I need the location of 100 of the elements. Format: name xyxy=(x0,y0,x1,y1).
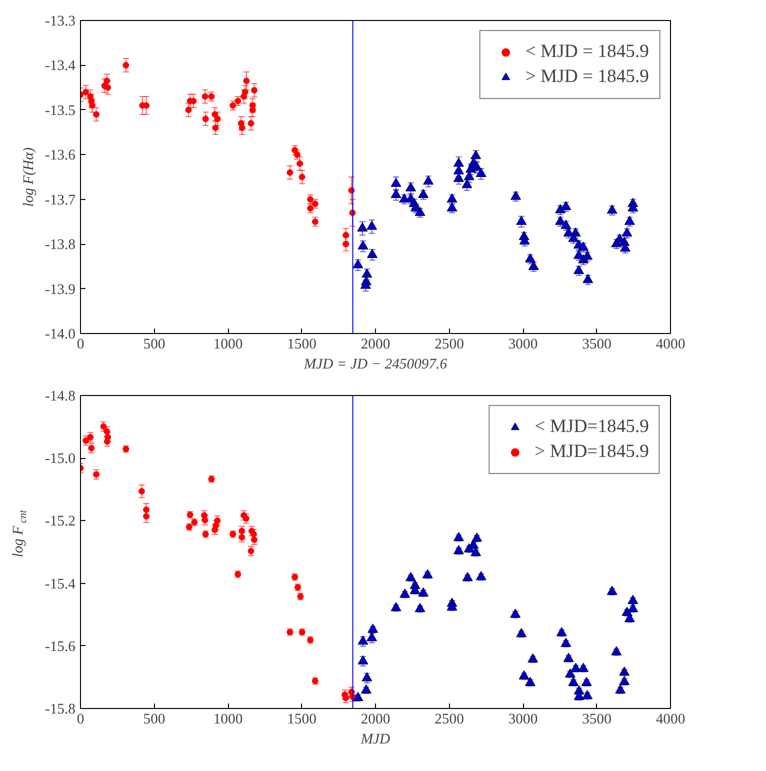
y-tick-label: -15.8 xyxy=(44,702,76,718)
x-tick-label: 500 xyxy=(143,336,166,352)
x-tick-label: 1500 xyxy=(287,336,316,352)
legend-label: > MJD=1845.9 xyxy=(534,441,649,463)
point xyxy=(615,684,626,694)
point xyxy=(352,259,364,268)
x-tick-label: 1000 xyxy=(213,712,243,728)
point xyxy=(611,646,622,656)
point xyxy=(422,569,433,578)
x-tick-label: 3000 xyxy=(508,336,538,352)
y-tick-label: -13.8 xyxy=(44,237,76,254)
point xyxy=(138,488,145,495)
point xyxy=(362,268,372,278)
point xyxy=(104,84,112,91)
point xyxy=(606,586,618,595)
point xyxy=(93,111,100,118)
point xyxy=(453,532,464,542)
point xyxy=(296,160,304,167)
point xyxy=(568,676,579,686)
y-tick-label: -13.7 xyxy=(44,192,76,208)
y-tick-label: -15.2 xyxy=(44,514,76,530)
point xyxy=(93,471,100,478)
point xyxy=(82,88,90,96)
point xyxy=(248,120,254,127)
point xyxy=(400,588,410,598)
x-tick-label: 1000 xyxy=(213,336,243,352)
point xyxy=(582,274,594,283)
point xyxy=(476,168,486,178)
point xyxy=(286,169,294,176)
legend-label: < MJD = 1845.9 xyxy=(525,41,649,63)
point xyxy=(524,676,536,686)
point xyxy=(453,158,464,167)
point xyxy=(242,515,250,522)
x-axis-title: MJD xyxy=(360,732,391,748)
point xyxy=(563,652,574,662)
point xyxy=(560,638,572,647)
point xyxy=(367,248,378,258)
x-tick-label: 1500 xyxy=(287,712,316,728)
x-tick-label: 4000 xyxy=(656,712,686,728)
point xyxy=(202,93,208,100)
y-axis-title: log Fcnt xyxy=(10,508,29,558)
y-tick-label: -15.4 xyxy=(44,576,76,592)
x-tick-label: 500 xyxy=(143,712,166,728)
y-tick-label: -13.3 xyxy=(44,14,76,30)
legend-label: > MJD = 1845.9 xyxy=(525,66,649,88)
y-tick-label: -15.6 xyxy=(44,638,76,655)
x-tick-label: 4000 xyxy=(656,336,686,352)
point xyxy=(390,178,402,187)
point xyxy=(528,653,538,662)
y-tick-label: -14.0 xyxy=(44,326,76,342)
point xyxy=(476,571,486,580)
point xyxy=(446,601,458,611)
point xyxy=(516,216,527,225)
x-tick-label: 3000 xyxy=(508,712,538,728)
point xyxy=(362,672,372,682)
x-tick-label: 2500 xyxy=(434,712,464,728)
x-tick-label: 2000 xyxy=(360,712,390,728)
y-tick-label: -13.9 xyxy=(44,282,76,298)
point xyxy=(406,572,416,582)
point xyxy=(358,240,368,250)
point xyxy=(312,218,318,225)
point xyxy=(212,124,219,132)
point xyxy=(122,62,130,68)
point xyxy=(453,172,464,182)
y-tick-label: -13.5 xyxy=(44,102,76,119)
point xyxy=(366,220,378,230)
point xyxy=(406,182,416,192)
point xyxy=(472,532,482,542)
y-tick-label: -13.4 xyxy=(44,58,76,74)
point xyxy=(251,87,258,94)
point xyxy=(202,116,209,122)
y-tick-label: -13.6 xyxy=(44,148,76,164)
point xyxy=(357,222,368,232)
point xyxy=(462,572,473,582)
point xyxy=(423,175,434,185)
x-tick-label: 0 xyxy=(76,712,84,728)
x-tick-label: 2000 xyxy=(360,336,390,352)
point xyxy=(628,202,638,212)
point xyxy=(414,206,426,216)
point xyxy=(390,602,402,612)
point xyxy=(214,116,221,122)
y-tick-label: -14.8 xyxy=(44,388,76,404)
legend-label: < MJD=1845.9 xyxy=(534,416,649,438)
point xyxy=(510,608,521,618)
x-axis-title: MJD = JD − 2450097.6 xyxy=(302,356,448,372)
point xyxy=(564,668,576,678)
x-tick-label: 3500 xyxy=(582,336,612,352)
point xyxy=(606,204,618,214)
point xyxy=(619,666,630,676)
point xyxy=(143,102,150,109)
point xyxy=(312,200,318,208)
x-tick-label: 3500 xyxy=(582,712,612,728)
x-tick-label: 2500 xyxy=(434,336,464,352)
point xyxy=(510,190,522,200)
y-tick-label: -15.0 xyxy=(44,451,76,468)
point xyxy=(453,545,464,554)
point xyxy=(230,102,236,109)
y-axis-title: log F(Hα) xyxy=(20,147,37,207)
point xyxy=(556,627,567,636)
point xyxy=(414,602,426,612)
